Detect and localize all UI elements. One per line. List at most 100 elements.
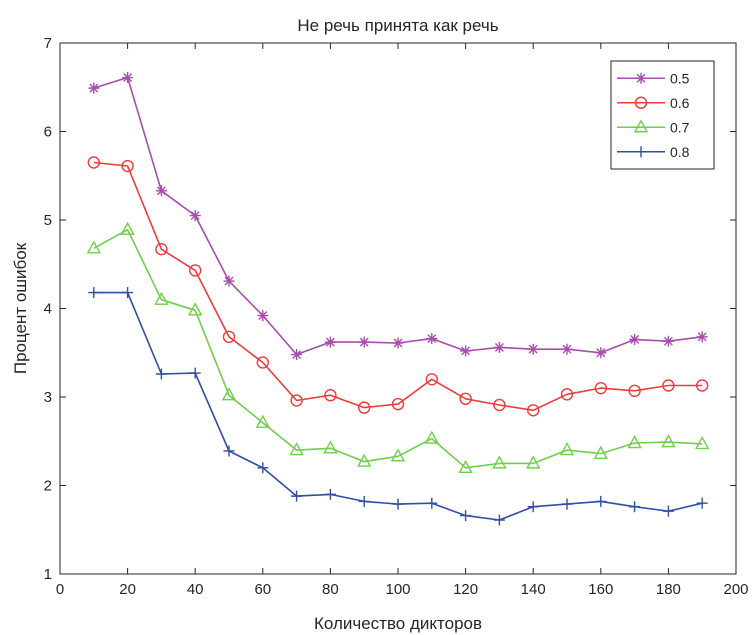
data-point (324, 389, 337, 402)
data-point (324, 488, 336, 500)
data-point (86, 240, 101, 254)
x-tick-label: 0 (56, 581, 64, 598)
data-point (392, 498, 404, 510)
y-tick-label: 5 (44, 212, 52, 229)
data-point (256, 356, 269, 369)
chart-title: Не речь принята как речь (297, 16, 498, 35)
data-point (88, 287, 100, 299)
legend: 0.5 0.6 0.7 0.8 (610, 60, 715, 170)
data-point (460, 510, 472, 522)
data-point (291, 490, 303, 502)
data-point (290, 394, 303, 407)
data-point (122, 72, 134, 84)
x-tick-label: 200 (723, 581, 748, 598)
x-axis: 0 20 40 60 80 100 120 140 160 180 200 (56, 43, 749, 598)
data-point (391, 397, 405, 411)
legend-item: 0.5 (617, 70, 690, 86)
legend-box (610, 60, 715, 170)
x-tick-label: 80 (322, 581, 339, 598)
data-point (424, 430, 439, 444)
data-point (155, 185, 167, 197)
x-tick-label: 100 (385, 581, 410, 598)
y-tick-label: 4 (44, 301, 52, 318)
data-point (222, 330, 236, 344)
data-point (492, 455, 507, 469)
legend-marker (633, 119, 649, 133)
data-point (593, 445, 608, 459)
data-point (426, 497, 438, 509)
data-point (154, 291, 169, 305)
data-point (561, 498, 573, 510)
data-point (323, 440, 338, 454)
series-layer (86, 72, 710, 526)
data-point (559, 442, 575, 456)
data-point (357, 453, 372, 467)
data-point (458, 459, 473, 473)
data-point (189, 367, 201, 379)
legend-label: 0.7 (670, 119, 690, 135)
data-point (526, 455, 541, 469)
data-point (595, 347, 607, 359)
data-point (595, 495, 607, 507)
data-point (155, 243, 168, 256)
data-point (493, 341, 505, 353)
data-point (221, 387, 237, 401)
data-point (257, 462, 269, 474)
data-point (122, 287, 134, 299)
legend-item: 0.7 (617, 119, 690, 135)
legend-label: 0.6 (670, 95, 690, 111)
data-point (560, 388, 574, 401)
x-tick-label: 160 (588, 581, 613, 598)
data-point (358, 401, 371, 414)
data-point (426, 333, 438, 345)
data-point (460, 345, 472, 357)
data-point (358, 336, 370, 348)
series-0.7 (86, 221, 710, 473)
data-point (662, 335, 674, 347)
data-point (223, 445, 235, 457)
data-point (289, 442, 304, 456)
data-point (662, 379, 675, 392)
legend-label: 0.8 (670, 144, 690, 160)
data-point (188, 264, 202, 277)
y-axis-label: Процент ошибок (11, 242, 30, 374)
legend-item: 0.8 (617, 144, 690, 160)
data-point (189, 210, 201, 222)
data-point (255, 414, 270, 428)
data-point (88, 82, 100, 94)
data-point (527, 501, 539, 513)
data-point (527, 343, 539, 355)
data-point (257, 310, 269, 322)
data-point (628, 384, 641, 398)
data-point (527, 404, 540, 417)
series-0.5 (88, 72, 708, 361)
data-point (493, 398, 506, 412)
x-axis-label: Количество дикторов (314, 614, 482, 633)
data-point (662, 505, 674, 517)
data-point (696, 497, 708, 509)
data-point (291, 349, 303, 361)
data-point (696, 331, 708, 343)
data-point (358, 495, 370, 507)
y-tick-label: 2 (44, 478, 52, 495)
x-tick-label: 120 (453, 581, 478, 598)
x-tick-label: 140 (521, 581, 546, 598)
data-point (121, 159, 134, 173)
data-point (627, 435, 642, 449)
y-tick-label: 7 (44, 35, 52, 52)
x-tick-label: 180 (656, 581, 681, 598)
x-tick-label: 60 (254, 581, 271, 598)
data-point (390, 448, 406, 462)
data-point (695, 435, 710, 450)
data-point (661, 434, 676, 448)
legend-label: 0.5 (670, 70, 690, 86)
data-point (594, 381, 607, 395)
series-line (93, 161, 703, 412)
legend-marker (635, 146, 647, 158)
y-tick-label: 3 (44, 389, 52, 406)
data-point (561, 343, 573, 355)
data-point (459, 392, 472, 405)
y-tick-label: 1 (44, 566, 52, 583)
data-point (425, 373, 438, 386)
